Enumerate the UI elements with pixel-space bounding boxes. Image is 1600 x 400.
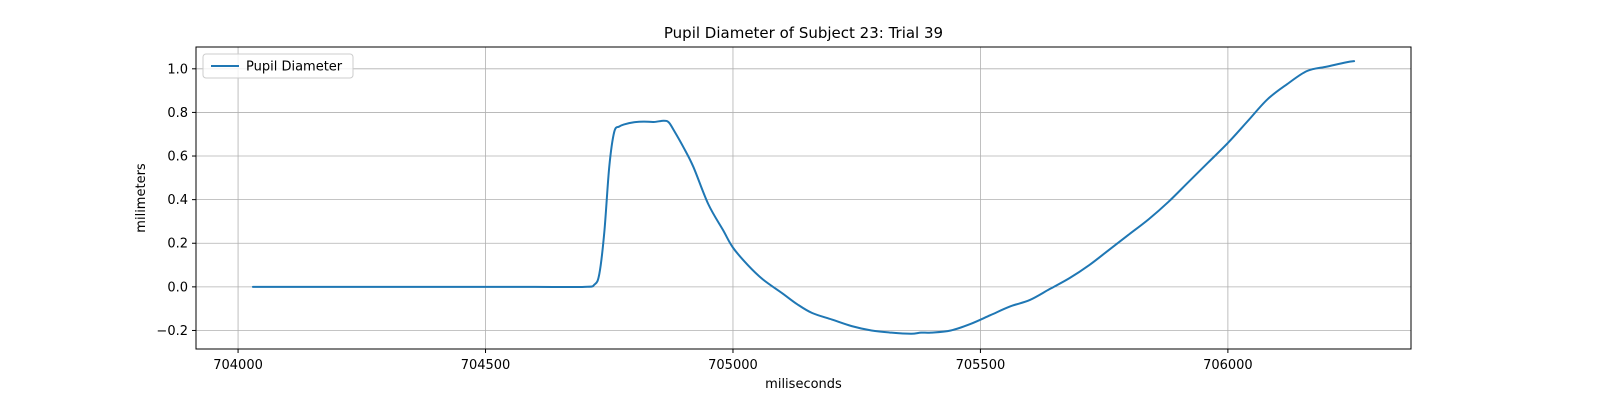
series-layer [251,60,1356,335]
x-axis-title: miliseconds [765,377,842,392]
y-tick-label: 0.4 [167,193,188,208]
x-tick-label: 704500 [461,358,511,373]
y-tick-label: 0.0 [167,280,188,295]
tick-layer: 704000 704500 705000 705500 706000 −0.2 0.0 0.2… [156,62,1252,373]
series-line [251,60,1356,335]
x-tick-label: 705500 [956,358,1006,373]
y-tick-label: 0.6 [167,150,188,165]
legend-label: Pupil Diameter [246,60,343,75]
plot-frame [195,46,1412,350]
y-axis-title: milimeters [134,163,149,233]
x-tick-label: 706000 [1203,358,1253,373]
x-tick-label: 704000 [213,358,263,373]
legend-box [202,53,354,79]
y-tick-label: 0.2 [167,237,188,252]
chart-title: Pupil Diameter of Subject 23: Trial 39 [664,24,943,42]
legend: Pupil Diameter [202,53,354,79]
y-tick-label: −0.2 [156,324,188,339]
y-tick-label: 0.8 [167,106,188,121]
y-tick-label: 1.0 [167,62,188,77]
x-tick-label: 705000 [708,358,758,373]
grid-layer [196,47,1411,349]
